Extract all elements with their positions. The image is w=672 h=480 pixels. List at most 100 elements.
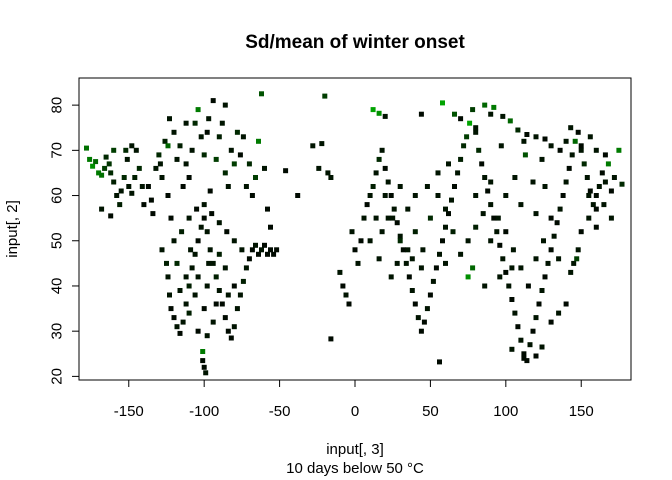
data-point: [367, 238, 373, 244]
data-point: [533, 256, 539, 262]
data-point: [557, 147, 563, 153]
data-point: [136, 165, 142, 171]
data-point: [491, 215, 497, 221]
data-point: [465, 274, 471, 280]
data-point: [310, 143, 316, 149]
data-point: [473, 224, 479, 230]
data-point: [265, 206, 270, 212]
data-point: [201, 215, 207, 221]
data-point: [518, 265, 524, 271]
data-point: [177, 288, 183, 293]
data-point: [443, 260, 448, 266]
data-point: [171, 238, 177, 244]
data-point: [210, 260, 216, 266]
data-point: [243, 265, 249, 271]
data-point: [213, 274, 219, 280]
data-point: [602, 152, 608, 158]
data-point: [207, 247, 213, 253]
data-point: [204, 333, 210, 339]
x-axis-label: input[, 3]: [326, 441, 384, 458]
data-point: [488, 238, 494, 244]
data-point: [174, 260, 180, 266]
data-point: [530, 328, 536, 334]
data-point: [96, 170, 102, 176]
data-point: [150, 211, 156, 217]
data-point: [259, 91, 264, 97]
data-point: [228, 147, 234, 153]
x-tick-label: 100: [493, 403, 518, 420]
data-point: [209, 211, 215, 217]
data-point: [141, 202, 147, 208]
data-point: [473, 125, 479, 131]
data-point: [188, 247, 194, 253]
data-point: [216, 288, 222, 293]
data-point: [548, 319, 554, 325]
data-point: [497, 274, 503, 280]
data-point: [533, 211, 539, 217]
data-point: [195, 274, 201, 280]
data-point: [542, 274, 548, 280]
x-tick-label: -100: [189, 403, 219, 420]
data-point: [219, 120, 225, 126]
data-point: [616, 147, 622, 153]
y-tick-label: 70: [49, 142, 66, 159]
data-point: [575, 129, 581, 135]
data-point: [394, 260, 400, 266]
data-point: [470, 107, 476, 113]
x-tick-label: -150: [114, 403, 144, 420]
data-point: [195, 107, 201, 113]
data-point: [243, 184, 249, 189]
data-point: [485, 188, 491, 194]
y-axis: 20 30 40 50 60 70 80: [49, 97, 80, 385]
data-point: [174, 156, 180, 162]
data-point: [171, 129, 177, 135]
data-point: [433, 265, 439, 271]
data-point: [491, 104, 497, 110]
data-point: [198, 134, 204, 140]
data-point: [430, 278, 436, 284]
data-point: [619, 181, 625, 187]
y-tick-label: 40: [49, 278, 66, 295]
data-point: [225, 292, 231, 298]
data-point: [556, 310, 562, 316]
data-point: [183, 161, 189, 167]
data-point: [480, 211, 486, 217]
data-point: [578, 143, 584, 149]
data-point: [165, 193, 171, 198]
data-point: [246, 161, 252, 167]
data-point: [189, 265, 195, 271]
data-point: [90, 163, 96, 169]
data-point: [382, 165, 388, 171]
data-point: [129, 143, 135, 149]
data-point: [397, 238, 403, 244]
data-point: [539, 156, 545, 162]
data-point: [601, 202, 607, 208]
data-point: [539, 288, 545, 293]
data-point: [319, 141, 325, 147]
data-point: [204, 229, 210, 235]
data-point: [524, 358, 530, 364]
data-point: [440, 238, 445, 244]
data-point: [198, 224, 204, 230]
data-point: [219, 301, 225, 307]
data-point: [253, 242, 258, 248]
data-point: [593, 224, 599, 230]
data-point: [427, 292, 433, 298]
data-point: [256, 251, 261, 257]
data-point: [246, 256, 252, 262]
data-point: [249, 193, 255, 198]
data-point: [405, 247, 411, 253]
data-point: [608, 215, 614, 221]
data-point: [240, 278, 246, 284]
data-point: [418, 265, 424, 271]
data-point: [108, 213, 114, 219]
data-point: [183, 301, 189, 307]
data-point: [167, 116, 172, 122]
data-point: [180, 184, 186, 189]
data-point: [262, 242, 267, 248]
data-point: [578, 229, 584, 235]
data-point: [159, 175, 165, 180]
data-point: [349, 229, 355, 235]
data-point: [450, 229, 456, 235]
plot-frame: [78, 77, 632, 381]
